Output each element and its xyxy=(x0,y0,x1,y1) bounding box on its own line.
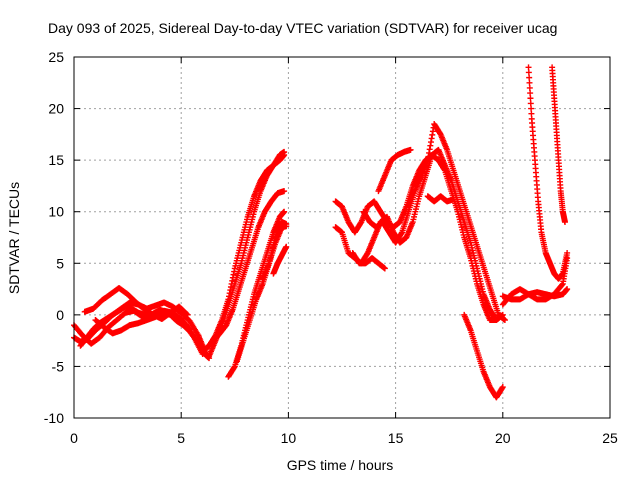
series-arc-19 xyxy=(461,311,506,401)
data-point xyxy=(407,146,414,153)
x-tick-label: 20 xyxy=(495,430,511,446)
x-tick-label: 10 xyxy=(281,430,297,446)
chart-title: Day 093 of 2025, Sidereal Day-to-day VTE… xyxy=(48,20,557,36)
plot-frame xyxy=(73,56,611,419)
y-axis-label: SDTVAR / TECUs xyxy=(6,182,22,294)
y-tick-label: 5 xyxy=(56,255,64,271)
data-point xyxy=(281,208,288,215)
series-arc-12 xyxy=(270,243,290,277)
data-point xyxy=(527,100,534,107)
data-point xyxy=(527,90,534,97)
data-point xyxy=(525,64,532,71)
y-tick-label: 10 xyxy=(48,204,64,220)
y-tick-label: 15 xyxy=(48,152,64,168)
data-point xyxy=(493,317,500,324)
series-arc-18 xyxy=(424,193,457,205)
data-point xyxy=(558,281,565,288)
series-arc-23 xyxy=(549,64,568,226)
series-arc-08 xyxy=(210,188,288,344)
axis-ticks: 0 5 10 15 20 25 -10 -5 0 5 10 15 20 25 xyxy=(44,49,618,446)
x-axis-label: GPS time / hours xyxy=(287,457,394,473)
x-tick-label: 15 xyxy=(388,430,404,446)
data-point xyxy=(527,95,534,102)
data-point xyxy=(501,317,508,324)
data-point xyxy=(450,196,457,203)
data-point xyxy=(564,286,571,293)
y-tick-label: 25 xyxy=(48,49,64,65)
series-arc-16 xyxy=(360,121,508,324)
x-tick-label: 0 xyxy=(70,430,78,446)
data-point xyxy=(528,110,535,117)
data-point xyxy=(561,219,568,226)
x-tick-label: 5 xyxy=(177,430,185,446)
y-tick-label: 20 xyxy=(48,101,64,117)
data-point xyxy=(564,249,571,256)
data-point xyxy=(281,151,288,158)
y-tick-label: 0 xyxy=(56,307,64,323)
data-point xyxy=(526,74,533,81)
data-point xyxy=(283,223,290,230)
data-point xyxy=(283,243,290,250)
data-point xyxy=(526,79,533,86)
series-arc-15 xyxy=(349,249,388,272)
data-point xyxy=(281,188,288,195)
data-point xyxy=(525,69,532,76)
data-point xyxy=(526,84,533,91)
data-point xyxy=(184,311,191,318)
y-tick-label: -10 xyxy=(44,410,64,426)
series-arc-21 xyxy=(499,286,571,303)
series-arc-22 xyxy=(525,64,571,282)
y-tick-label: -5 xyxy=(52,358,65,374)
series-arc-06 xyxy=(195,148,288,360)
grid xyxy=(74,57,610,418)
data-point xyxy=(528,105,535,112)
x-tick-label: 25 xyxy=(602,430,618,446)
series-arc-05 xyxy=(77,303,213,362)
series-arc-11 xyxy=(259,223,290,282)
data-point xyxy=(381,265,388,272)
data-marks xyxy=(71,64,571,401)
data-point xyxy=(183,311,190,318)
series-arc-17 xyxy=(375,146,414,195)
data-point xyxy=(499,384,506,391)
